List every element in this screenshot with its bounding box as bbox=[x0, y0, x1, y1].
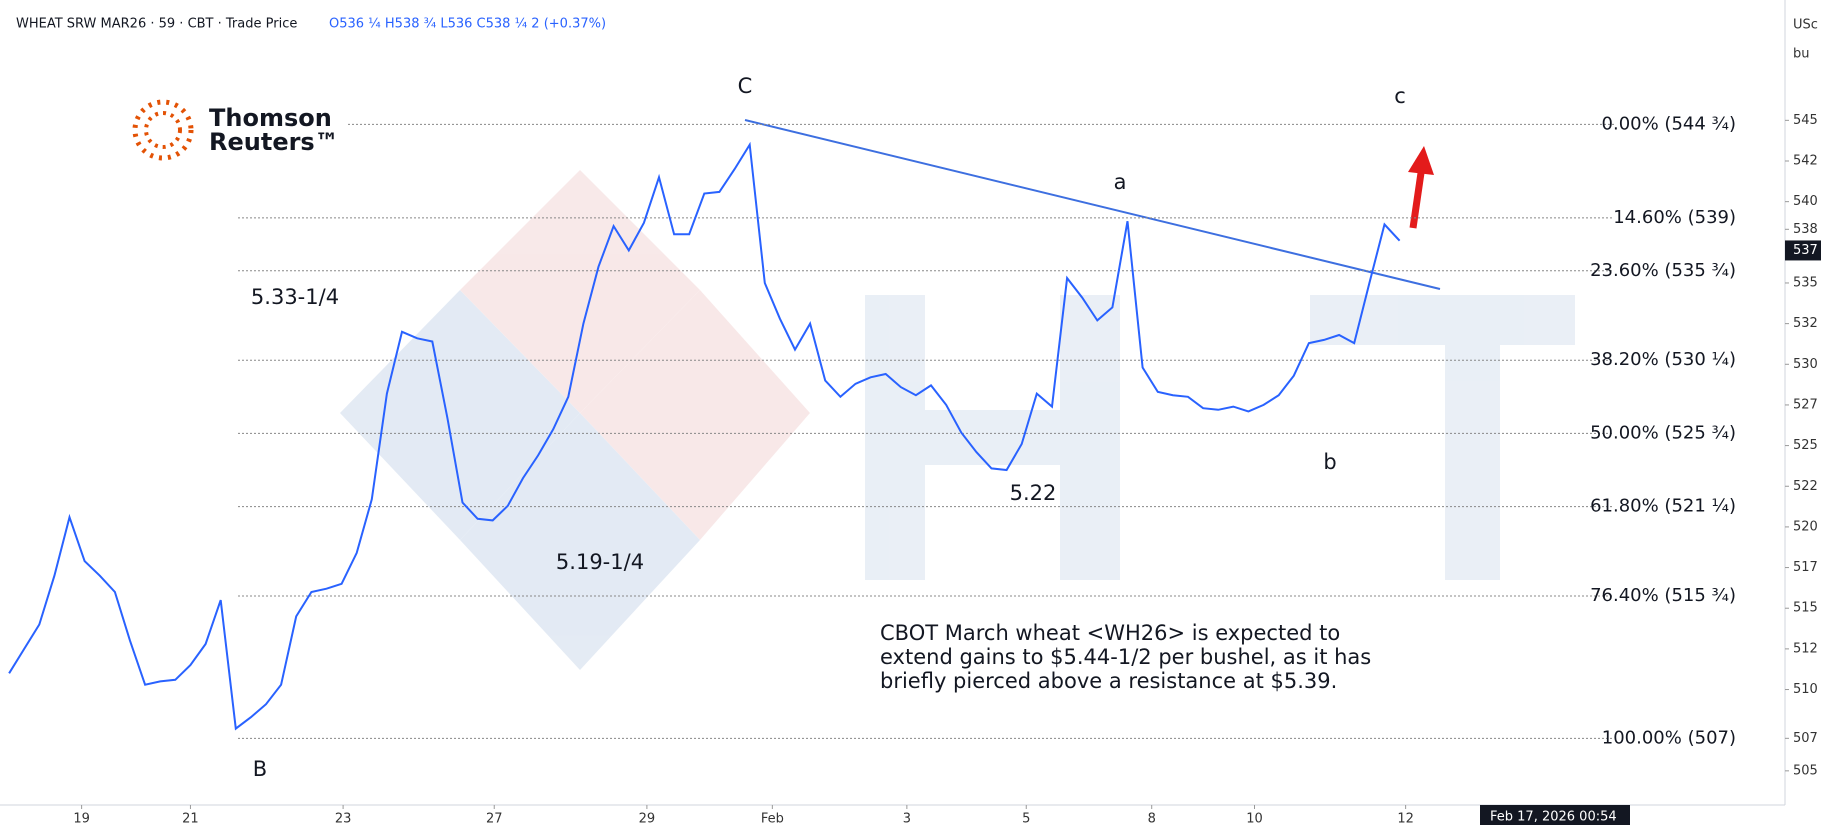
y-tick-label: 532 bbox=[1793, 316, 1818, 331]
wave-label: 5.19-1/4 bbox=[556, 550, 644, 574]
x-tick-label: 23 bbox=[335, 812, 352, 825]
x-tick-label: 19 bbox=[73, 812, 90, 825]
watermark-shape bbox=[340, 290, 580, 540]
last-price-box bbox=[1785, 240, 1821, 261]
x-tick-label: 10 bbox=[1246, 812, 1263, 825]
x-tick-label: 21 bbox=[182, 812, 199, 825]
y-tick-label: 540 bbox=[1793, 194, 1818, 209]
wave-label: C bbox=[738, 74, 753, 98]
wave-label: 5.22 bbox=[1010, 481, 1057, 505]
y-tick-label: 535 bbox=[1793, 275, 1818, 290]
crosshair-date-box bbox=[1480, 805, 1630, 825]
price-line bbox=[8, 141, 1401, 731]
fib-label: 61.80% (521 ¼) bbox=[1590, 496, 1736, 517]
y-tick-label: 522 bbox=[1793, 479, 1818, 494]
logo: Thomson Reuters™ bbox=[132, 99, 339, 161]
y-tick-label: 538 bbox=[1793, 222, 1818, 237]
fib-label: 14.60% (539) bbox=[1613, 207, 1736, 228]
watermark-shape bbox=[460, 413, 700, 670]
x-tick-label: 29 bbox=[639, 812, 656, 825]
x-tick-label: Feb bbox=[761, 812, 784, 825]
logo-ring bbox=[144, 111, 182, 149]
x-tick-label: 5 bbox=[1022, 812, 1030, 825]
watermark-shape bbox=[865, 410, 1120, 465]
wave-label: 5.33-1/4 bbox=[251, 285, 339, 309]
unit-label: bu bbox=[1793, 47, 1810, 62]
fib-label: 50.00% (525 ¾) bbox=[1590, 422, 1736, 443]
watermark bbox=[340, 170, 1575, 670]
trend-line bbox=[744, 119, 1441, 290]
wave-label: c bbox=[1394, 84, 1406, 108]
logo-text: Thomson bbox=[209, 104, 332, 132]
logo-text: Reuters™ bbox=[209, 128, 339, 156]
last-price-label: 537 bbox=[1793, 243, 1818, 258]
y-tick-label: 512 bbox=[1793, 641, 1818, 656]
wave-label: b bbox=[1323, 450, 1336, 474]
y-tick-label: 545 bbox=[1793, 113, 1818, 128]
caption-line: extend gains to $5.44-1/2 per bushel, as… bbox=[880, 645, 1371, 669]
fib-label: 76.40% (515 ¾) bbox=[1590, 585, 1736, 606]
x-tick-label: 8 bbox=[1148, 812, 1156, 825]
y-tick-label: 507 bbox=[1793, 731, 1818, 746]
arrow-head bbox=[1408, 146, 1434, 175]
crosshair-date: Feb 17, 2026 00:54 bbox=[1490, 810, 1617, 825]
caption-line: CBOT March wheat <WH26> is expected to bbox=[880, 621, 1340, 645]
y-tick-label: 520 bbox=[1793, 519, 1818, 534]
fib-label: 0.00% (544 ¾) bbox=[1602, 113, 1736, 134]
watermark-shape bbox=[1445, 295, 1500, 580]
wave-label: B bbox=[253, 757, 267, 781]
x-tick-label: 3 bbox=[903, 812, 911, 825]
fib-label: 100.00% (507) bbox=[1602, 727, 1736, 748]
symbol-title: WHEAT SRW MAR26 · 59 · CBT · Trade Price bbox=[16, 17, 297, 32]
y-tick-label: 515 bbox=[1793, 601, 1818, 616]
y-tick-label: 517 bbox=[1793, 560, 1818, 575]
logo-ring bbox=[132, 99, 194, 161]
fib-label: 23.60% (535 ¾) bbox=[1590, 260, 1736, 281]
y-tick-label: 525 bbox=[1793, 438, 1818, 453]
fib-label: 38.20% (530 ¼) bbox=[1590, 349, 1736, 370]
y-tick-label: 510 bbox=[1793, 682, 1818, 697]
watermark-shape bbox=[1310, 295, 1575, 345]
x-tick-label: 12 bbox=[1397, 812, 1414, 825]
ohlc: O536 ¼ H538 ¾ L536 C538 ¼ 2 (+0.37%) bbox=[329, 17, 606, 32]
caption-line: briefly pierced above a resistance at $5… bbox=[880, 669, 1337, 693]
watermark-shape bbox=[580, 290, 810, 540]
y-tick-label: 505 bbox=[1793, 763, 1818, 778]
y-tick-label: 542 bbox=[1793, 154, 1818, 169]
x-tick-label: 27 bbox=[486, 812, 503, 825]
unit-label: USc bbox=[1793, 18, 1818, 33]
y-tick-label: 527 bbox=[1793, 397, 1818, 412]
y-tick-label: 530 bbox=[1793, 357, 1818, 372]
wave-label: a bbox=[1114, 170, 1127, 194]
